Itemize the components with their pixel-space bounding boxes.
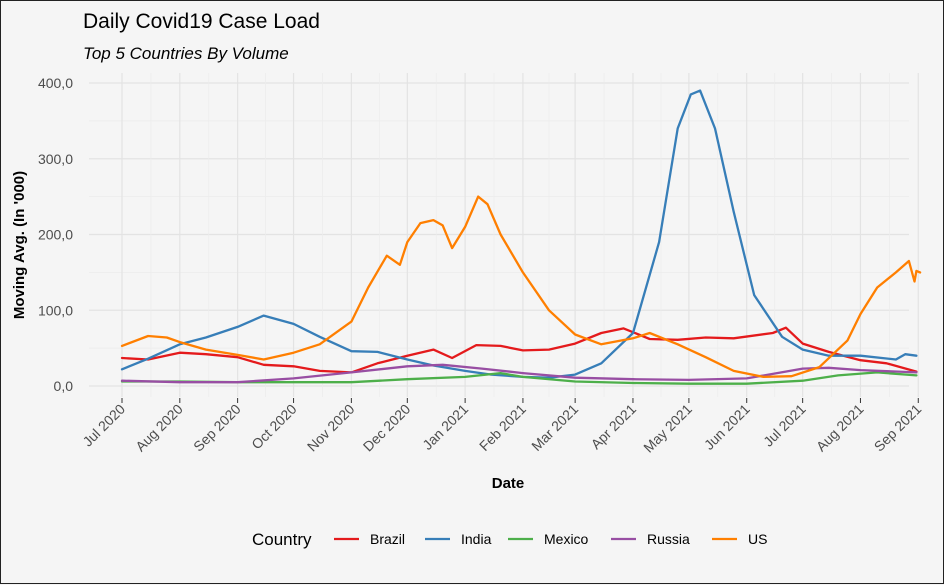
series-line-brazil bbox=[120, 326, 918, 374]
y-axis-title: Moving Avg. (In '000) bbox=[11, 171, 28, 319]
legend-label-us: US bbox=[748, 531, 767, 547]
y-tick-label: 400,0 bbox=[38, 75, 73, 91]
x-tick-label: Nov 2020 bbox=[304, 401, 358, 455]
y-axis: 0,0 100,0 200,0 300,0 400,0 bbox=[38, 75, 73, 394]
x-tick-label: Sep 2020 bbox=[190, 401, 244, 455]
x-tick-label: Mar 2021 bbox=[528, 401, 581, 454]
x-tick-label: Apr 2021 bbox=[588, 401, 640, 453]
x-tick-label: May 2021 bbox=[640, 401, 695, 456]
series-line-us bbox=[120, 195, 922, 379]
y-tick-label: 0,0 bbox=[54, 378, 74, 394]
x-tick-label: Jul 2021 bbox=[760, 401, 809, 450]
x-tick-label: Aug 2020 bbox=[132, 401, 186, 455]
legend-title: Country bbox=[252, 530, 312, 549]
legend-label-mexico: Mexico bbox=[544, 531, 589, 547]
chart-subtitle: Top 5 Countries By Volume bbox=[83, 44, 289, 63]
series-line-india bbox=[120, 89, 918, 379]
x-tick-label: Oct 2020 bbox=[248, 401, 300, 453]
x-tick-label: Jun 2021 bbox=[701, 401, 753, 453]
legend-label-india: India bbox=[461, 531, 492, 547]
x-tick-label: Jan 2021 bbox=[419, 401, 471, 453]
x-tick-label: Dec 2020 bbox=[360, 401, 414, 455]
grid bbox=[89, 73, 919, 397]
x-axis-title: Date bbox=[492, 475, 525, 492]
y-tick-label: 100,0 bbox=[38, 302, 73, 318]
x-axis: Jul 2020 Aug 2020 Sep 2020 Oct 2020 Nov 2020… bbox=[79, 398, 925, 456]
x-tick-label: Sep 2021 bbox=[871, 401, 925, 455]
series-line-russia bbox=[120, 363, 918, 384]
x-tick-label: Feb 2021 bbox=[476, 401, 529, 454]
legend-label-brazil: Brazil bbox=[370, 531, 405, 547]
chart-title: Daily Covid19 Case Load bbox=[83, 10, 320, 33]
x-tick-label: Jul 2020 bbox=[79, 401, 128, 450]
legend-label-russia: Russia bbox=[647, 531, 690, 547]
x-tick-label: Aug 2021 bbox=[813, 401, 867, 455]
y-tick-label: 200,0 bbox=[38, 227, 73, 243]
series-lines bbox=[120, 89, 922, 385]
y-tick-label: 300,0 bbox=[38, 151, 73, 167]
legend: Country Brazil India Mexico Russia US bbox=[252, 530, 767, 549]
series-line-mexico bbox=[120, 371, 918, 385]
